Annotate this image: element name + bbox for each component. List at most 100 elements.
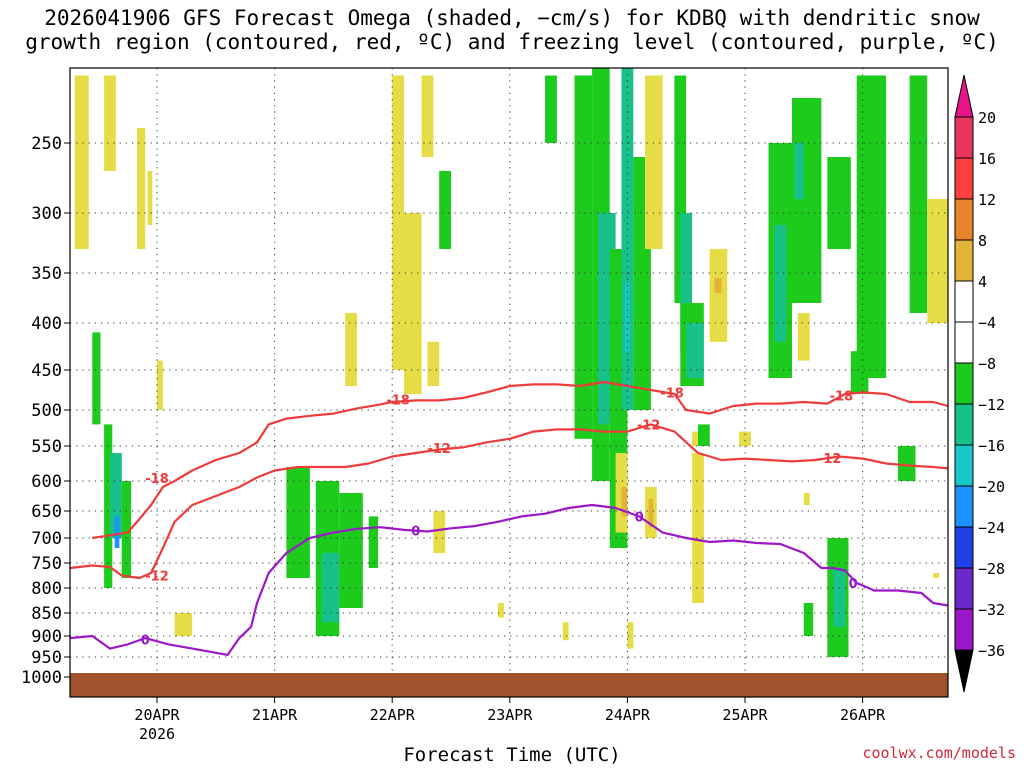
x-tick-label: 20APR (134, 706, 180, 724)
omega-shaded-region (621, 487, 628, 517)
ground-layer (70, 673, 948, 697)
omega-shaded-region (739, 431, 751, 446)
omega-shaded-region (433, 511, 446, 553)
omega-shaded-region (574, 75, 593, 439)
omega-shaded-region (850, 351, 869, 394)
omega-shaded-region (110, 453, 122, 538)
contour-layer: -18 -18 -18 -18 -12 -12 -12 -12 0 0 0 0 (69, 380, 949, 656)
colorbar-segment (954, 444, 974, 487)
colorbar-tick-label: −12 (978, 396, 1005, 414)
colorbar-tick-label: 12 (978, 191, 996, 209)
colorbar-tick-label: 20 (978, 109, 996, 127)
colorbar-segment (954, 321, 974, 364)
contour-label: -12 (427, 442, 451, 457)
colorbar-tick-label: −24 (978, 519, 1005, 537)
colorbar-tick-label: 8 (978, 232, 987, 250)
omega-shaded-region (421, 75, 434, 157)
colorbar-segment (954, 526, 974, 569)
x-tick-label: 22APR (370, 706, 416, 724)
contour-label: 0 (635, 510, 644, 525)
omega-shaded-region (368, 516, 379, 568)
x-tick-label: 21APR (252, 706, 298, 724)
contour-label: -12 (637, 418, 661, 433)
omega-shaded-region (827, 157, 851, 249)
omega-shaded-region (797, 313, 810, 361)
omega-shaded-region (674, 75, 687, 303)
omega-shaded-region (174, 613, 193, 636)
omega-shaded-region (714, 278, 722, 293)
colorbar-segment (954, 239, 974, 282)
contour-line (92, 380, 949, 540)
omega-shaded-region (121, 481, 132, 578)
omega-shaded-region (933, 573, 940, 578)
colorbar-tick-label: −28 (978, 560, 1005, 578)
contour-label: -18 (145, 472, 169, 487)
omega-shaded-region (621, 68, 634, 410)
colorbar-tick-label: −36 (978, 642, 1005, 660)
contour-label: -18 (386, 394, 410, 409)
omega-shaded-region (627, 622, 634, 649)
omega-shaded-region (927, 199, 948, 323)
omega-shaded-region (137, 128, 146, 249)
y-tick-label: 800 (31, 579, 62, 599)
y-tick-label: 550 (31, 437, 62, 457)
omega-shaded-region (698, 424, 710, 446)
ground-surface (70, 673, 948, 697)
colorbar-segment (954, 567, 974, 610)
omega-shaded-region (439, 171, 451, 249)
colorbar-tick-label: −4 (978, 314, 996, 332)
omega-shaded-region (856, 75, 887, 378)
omega-shaded-region (909, 75, 928, 313)
colorbar-tick-label: −32 (978, 601, 1005, 619)
omega-shaded-region (562, 622, 569, 641)
y-tick-label: 600 (31, 472, 62, 492)
colorbar-segment (954, 280, 974, 323)
omega-shading-layer (74, 68, 948, 657)
colorbar-segment (954, 403, 974, 446)
y-tick-label: 400 (31, 314, 62, 334)
omega-shaded-region (427, 341, 440, 386)
omega-shaded-region (692, 453, 704, 603)
x-tick-label: 26APR (840, 706, 886, 724)
y-tick-label: 950 (31, 648, 62, 668)
y-tick-label: 700 (31, 529, 62, 549)
omega-shaded-region (833, 568, 845, 627)
omega-shaded-region (345, 313, 357, 386)
omega-shaded-region (392, 75, 404, 370)
omega-shaded-region (404, 213, 422, 394)
omega-shaded-region (147, 171, 153, 225)
y-tick-label: 450 (31, 361, 62, 381)
y-tick-label: 900 (31, 627, 62, 647)
omega-shaded-region (74, 75, 89, 249)
contour-line (69, 503, 949, 656)
y-tick-label: 850 (31, 604, 62, 624)
x-tick-label: 25APR (722, 706, 768, 724)
colorbar-top-arrow (954, 74, 974, 118)
omega-shaded-region (157, 360, 163, 410)
omega-shaded-region (545, 75, 557, 143)
contour-label: 0 (849, 577, 858, 592)
colorbar-segment (954, 116, 974, 159)
omega-shaded-region (774, 225, 787, 342)
omega-shaded-region (792, 98, 822, 303)
chart-title-line-2: growth region (contoured, red, ºC) and f… (25, 30, 999, 54)
credit-link[interactable]: coolwx.com/models (862, 744, 1016, 762)
omega-shaded-region (339, 493, 363, 608)
omega-shaded-region (803, 603, 814, 636)
y-tick-label: 1000 (21, 668, 62, 688)
colorbar-tick-label: −8 (978, 355, 996, 373)
omega-shaded-region (104, 424, 113, 588)
y-tick-label: 350 (31, 264, 62, 284)
dotted-grid (70, 68, 948, 697)
plot-frame (69, 67, 949, 698)
x-tick-sublabel: 2026 (139, 725, 175, 743)
contour-label: -18 (830, 390, 854, 405)
colorbar-segment (954, 608, 974, 651)
omega-shaded-region (803, 493, 810, 505)
contour-label: -18 (660, 386, 684, 401)
omega-shaded-region (794, 143, 804, 199)
y-tick-label: 650 (31, 502, 62, 522)
colorbar-segment (954, 198, 974, 241)
colorbar-tick-label: −20 (978, 478, 1005, 496)
